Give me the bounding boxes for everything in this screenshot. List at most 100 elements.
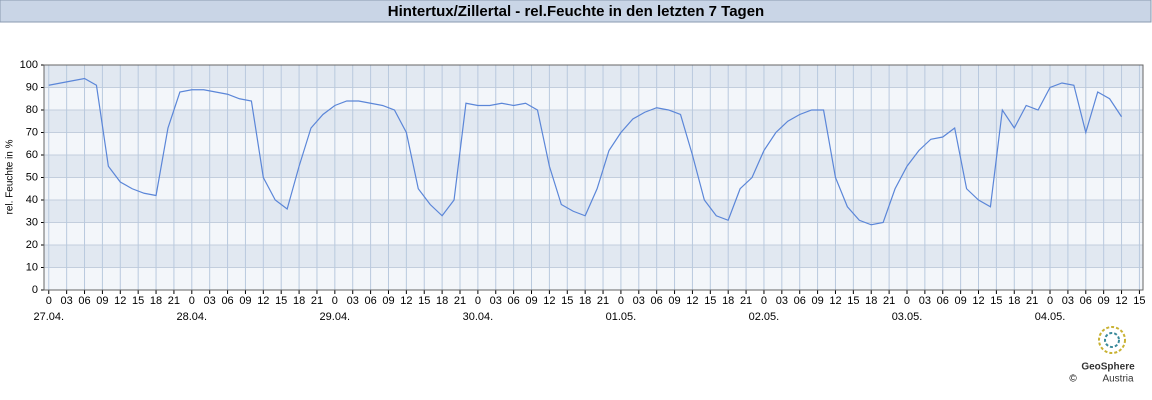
x-tick-label: 03: [204, 295, 216, 307]
y-tick-label: 100: [20, 59, 38, 71]
x-tick-label: 12: [1115, 295, 1127, 307]
x-tick-label: 06: [651, 295, 663, 307]
x-tick-label: 15: [418, 295, 430, 307]
title-bar: [0, 0, 1152, 23]
chart-title: Hintertux/Zillertal - rel.Feuchte in den…: [388, 3, 764, 20]
x-tick-label: 03: [347, 295, 359, 307]
logo-text: GeoSphere: [1081, 362, 1135, 373]
y-tick-label: 40: [26, 194, 38, 206]
band: [44, 200, 1143, 223]
x-tick-label: 09: [96, 295, 108, 307]
x-tick-label: 18: [150, 295, 162, 307]
data-line: [48, 77, 1123, 226]
x-tick-label: 06: [1080, 295, 1092, 307]
x-tick-label: 15: [275, 295, 287, 307]
x-tick-label: 21: [740, 295, 752, 307]
x-tick-label: 12: [972, 295, 984, 307]
x-tick-label: 03: [633, 295, 645, 307]
x-tick-label: 06: [78, 295, 90, 307]
x-tick-label: 18: [436, 295, 448, 307]
y-tick-label: 30: [26, 216, 38, 228]
band: [44, 110, 1143, 133]
x-tick-label: 18: [579, 295, 591, 307]
logo: [1098, 326, 1126, 354]
x-tick-label: 18: [293, 295, 305, 307]
x-date-label: 30.04.: [463, 311, 494, 323]
x-date-label: 02.05.: [749, 311, 780, 323]
x-tick-label: 15: [704, 295, 716, 307]
x-tick-label: 0: [761, 295, 767, 307]
x-tick-label: 06: [937, 295, 949, 307]
x-tick-label: 21: [597, 295, 609, 307]
x-tick-label: 15: [847, 295, 859, 307]
x-tick-label: 12: [686, 295, 698, 307]
x-tick-label: 06: [794, 295, 806, 307]
x-tick-label: 21: [454, 295, 466, 307]
x-tick-label: 06: [221, 295, 233, 307]
x-tick-label: 15: [1133, 295, 1145, 307]
x-tick-label: 0: [904, 295, 910, 307]
y-tick-label: 50: [26, 171, 38, 183]
y-tick-label: 10: [26, 261, 38, 273]
y-tick-label: 80: [26, 104, 38, 116]
x-tick-label: 21: [311, 295, 323, 307]
band: [44, 267, 1143, 290]
x-tick-label: 12: [114, 295, 126, 307]
x-tick-label: 12: [400, 295, 412, 307]
x-date-label: 04.05.: [1035, 311, 1066, 323]
x-tick-label: 03: [1062, 295, 1074, 307]
band: [44, 132, 1143, 155]
x-date-label: 29.04.: [320, 311, 351, 323]
x-tick-label: 21: [883, 295, 895, 307]
x-tick-label: 03: [61, 295, 73, 307]
x-date-label: 03.05.: [892, 311, 923, 323]
x-date-label: 27.04.: [33, 311, 64, 323]
x-tick-label: 0: [189, 295, 195, 307]
x-tick-label: 09: [239, 295, 251, 307]
y-tick-label: 90: [26, 81, 38, 93]
x-tick-label: 15: [990, 295, 1002, 307]
band: [44, 222, 1143, 245]
band: [44, 245, 1143, 268]
band: [44, 65, 1143, 88]
band: [44, 155, 1143, 178]
y-tick-label: 0: [32, 284, 38, 296]
plot-frame: [43, 64, 1144, 291]
x-tick-label: 03: [919, 295, 931, 307]
y-tick-label: 60: [26, 149, 38, 161]
x-tick-label: 0: [475, 295, 481, 307]
x-tick-label: 15: [561, 295, 573, 307]
x-tick-label: 12: [257, 295, 269, 307]
x-tick-label: 15: [132, 295, 144, 307]
x-tick-label: 06: [364, 295, 376, 307]
x-tick-label: 09: [811, 295, 823, 307]
band: [44, 177, 1143, 200]
x-date-label: 28.04.: [177, 311, 208, 323]
x-tick-label: 21: [1026, 295, 1038, 307]
y-tick-label: 70: [26, 126, 38, 138]
y-axis-label: rel. Feuchte in %: [5, 139, 16, 214]
x-tick-label: 06: [508, 295, 520, 307]
x-tick-label: 0: [332, 295, 338, 307]
x-tick-label: 09: [668, 295, 680, 307]
band: [44, 87, 1143, 110]
x-tick-label: 03: [776, 295, 788, 307]
x-tick-label: 09: [525, 295, 537, 307]
y-tick-label: 20: [26, 239, 38, 251]
logo-subtext: Austria: [1102, 374, 1134, 385]
x-tick-label: 0: [618, 295, 624, 307]
x-tick-label: 18: [722, 295, 734, 307]
x-tick-label: 03: [490, 295, 502, 307]
x-tick-label: 12: [829, 295, 841, 307]
x-tick-label: 09: [382, 295, 394, 307]
x-tick-label: 09: [1098, 295, 1110, 307]
x-tick-label: 18: [865, 295, 877, 307]
x-tick-label: 0: [1047, 295, 1053, 307]
x-tick-label: 09: [955, 295, 967, 307]
x-tick-label: 18: [1008, 295, 1020, 307]
x-date-label: 01.05.: [606, 311, 637, 323]
x-tick-label: 21: [168, 295, 180, 307]
x-tick-label: 12: [543, 295, 555, 307]
x-tick-label: 0: [46, 295, 52, 307]
